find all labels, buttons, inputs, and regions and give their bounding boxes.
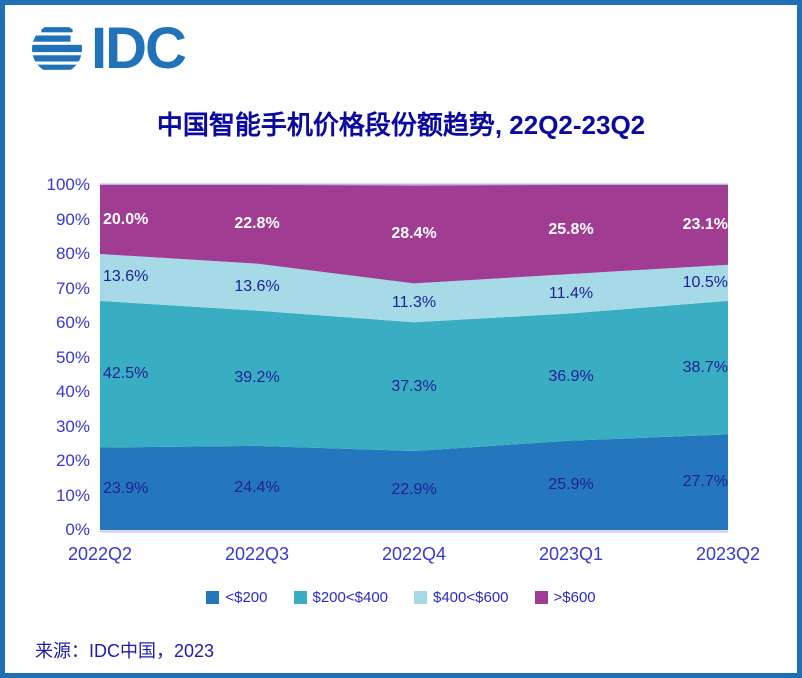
x-axis-tick-label: 2022Q2	[67, 544, 133, 564]
plot-border-line	[100, 530, 728, 533]
data-label: 37.3%	[391, 377, 437, 395]
legend-item-label: $200<$400	[312, 589, 389, 606]
legend-item: <$200	[206, 589, 268, 606]
stacked-area-chart	[100, 183, 728, 533]
x-axis-tick-label: 2022Q4	[381, 544, 447, 564]
legend-swatch-icon	[534, 591, 548, 604]
legend-swatch-icon	[414, 591, 427, 604]
y-axis-tick-label: 10%	[55, 485, 90, 505]
data-label: 10.5%	[682, 273, 728, 291]
x-axis-tick-label: 2023Q2	[695, 544, 761, 564]
y-axis-tick-label: 50%	[55, 347, 90, 367]
y-axis-tick-label: 40%	[55, 382, 90, 401]
data-label: 36.9%	[548, 367, 594, 385]
y-axis-tick-label: 20%	[55, 451, 90, 470]
y-axis-tick-label: 100%	[46, 175, 90, 194]
data-label: 13.6%	[234, 278, 280, 296]
legend-swatch-icon	[293, 591, 307, 604]
data-label: 38.7%	[682, 358, 728, 376]
data-label: 22.8%	[234, 215, 280, 233]
area-series	[100, 254, 728, 323]
data-label: 25.9%	[548, 476, 594, 494]
data-label: 28.4%	[391, 225, 437, 243]
data-label: 39.2%	[234, 369, 280, 387]
y-axis-tick-label: 60%	[55, 313, 90, 332]
area-series	[100, 185, 728, 284]
plot-border-line	[100, 183, 728, 185]
y-axis-tick-label: 0%	[65, 520, 90, 539]
legend-item-label: >$600	[553, 589, 596, 606]
data-label: 24.4%	[234, 478, 280, 496]
data-label: 23.1%	[682, 215, 728, 233]
legend: <$200 $200<$400 $400<$600 >$600	[5, 589, 797, 606]
legend-item: $400<$600	[414, 589, 509, 606]
data-label: 42.5%	[103, 365, 149, 383]
legend-item: >$600	[534, 589, 596, 606]
legend-item-label: $400<$600	[433, 589, 509, 606]
data-label: 20.0%	[103, 210, 149, 228]
y-axis-tick-label: 80%	[55, 244, 90, 263]
idc-logo: IDC	[32, 16, 187, 81]
y-axis-tick-label: 90%	[55, 209, 90, 229]
x-axis-tick-label: 2023Q1	[538, 544, 604, 564]
logo-text: IDC	[91, 16, 187, 81]
data-label: 25.8%	[548, 220, 594, 238]
data-label: 13.6%	[103, 268, 149, 286]
data-label: 27.7%	[682, 473, 728, 491]
data-label: 11.3%	[391, 293, 437, 311]
x-axis-tick-label: 2022Q3	[224, 544, 290, 564]
data-label: 22.9%	[391, 481, 437, 499]
legend-item-label: <$200	[225, 589, 268, 606]
globe-icon	[32, 27, 82, 70]
data-label: 23.9%	[103, 479, 149, 497]
area-series	[100, 434, 728, 530]
page-title: 中国智能手机价格段份额趋势, 22Q2-23Q2	[156, 110, 646, 140]
y-axis-tick-label: 30%	[55, 416, 90, 436]
legend-item: $200<$400	[293, 589, 389, 606]
y-axis-tick-label: 70%	[55, 278, 90, 298]
source-note: 来源：IDC中国，2023	[35, 641, 215, 661]
data-label: 11.4%	[548, 284, 594, 302]
legend-swatch-icon	[206, 591, 220, 604]
area-series	[100, 300, 728, 451]
